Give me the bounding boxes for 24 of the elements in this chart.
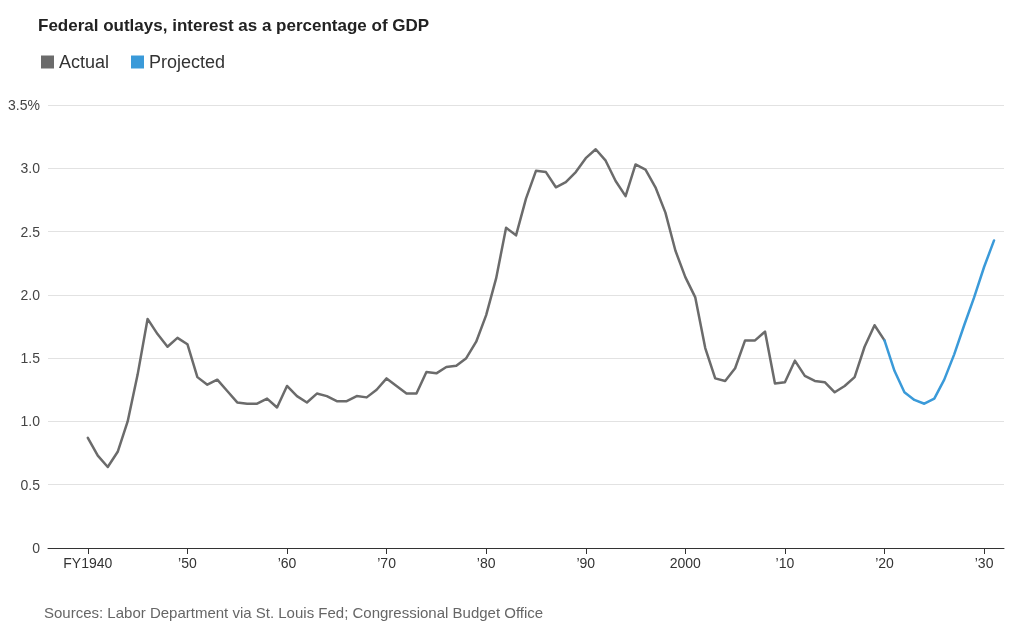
- x-tick-label: ’60: [277, 555, 297, 571]
- y-tick-label: 0: [32, 540, 41, 556]
- y-tick-label: 3.5%: [8, 97, 40, 113]
- legend-label: Actual: [59, 52, 110, 72]
- y-tick-label: 3.0: [20, 160, 41, 177]
- x-tick-label: ’50: [178, 555, 197, 571]
- x-tick-label: 2000: [669, 555, 702, 571]
- y-tick-label: 1.5: [20, 350, 41, 367]
- x-tick-label: ’80: [476, 555, 496, 571]
- y-tick-label: 1.0: [20, 413, 41, 430]
- x-tick-label: ’20: [875, 555, 895, 571]
- line-series: [883, 239, 996, 405]
- x-tick-label: ’10: [775, 555, 795, 571]
- legend-label: Projected: [149, 52, 226, 72]
- x-tick-label: ’30: [974, 555, 994, 571]
- x-tick-label: ’90: [576, 555, 596, 571]
- y-tick-label: 0.5: [20, 476, 41, 493]
- source-note: Sources: Labor Department via St. Louis Fed; Congressional Budget Office: [44, 604, 544, 621]
- y-tick-label: 2.5: [20, 223, 41, 240]
- y-tick-label: 2.0: [20, 286, 41, 303]
- chart-title: Federal outlays, interest as a percentage of GDP: [38, 16, 430, 35]
- x-tick-label: FY1940: [63, 555, 113, 571]
- x-tick-label: ’70: [377, 555, 397, 571]
- line-series: [86, 148, 886, 469]
